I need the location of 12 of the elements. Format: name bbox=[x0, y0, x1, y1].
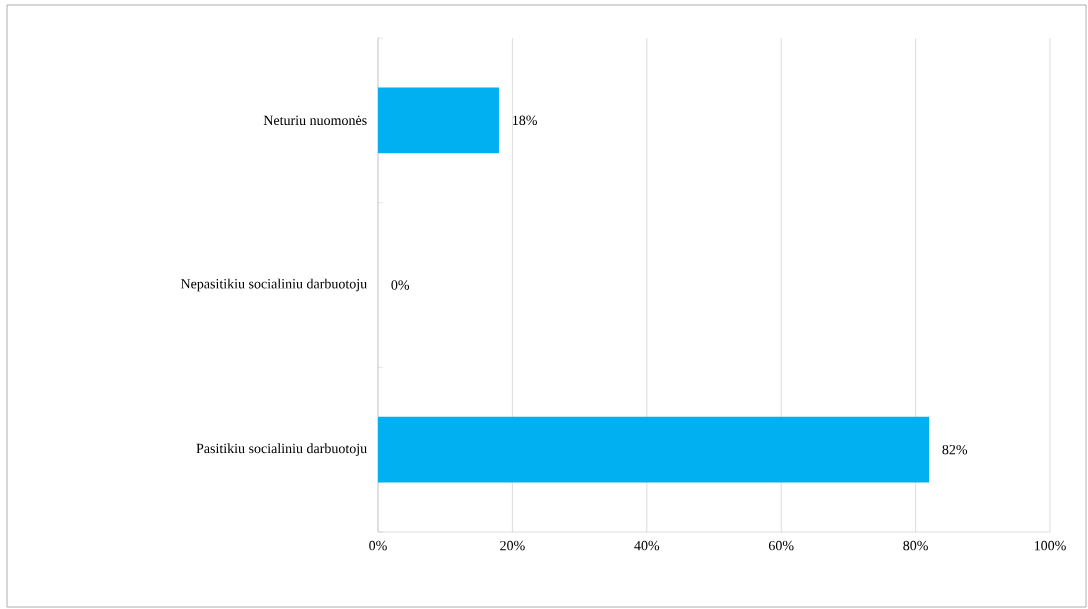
x-tick-label: 80% bbox=[903, 540, 928, 551]
y-tick-label: Nepasitikiu socialiniu darbuotoju bbox=[180, 278, 367, 292]
data-label: 18% bbox=[513, 115, 538, 126]
y-tick-label: Pasitikiu socialiniu darbuotoju bbox=[196, 443, 367, 457]
x-tick-label: 20% bbox=[500, 540, 525, 551]
x-tick-label: 100% bbox=[1034, 540, 1066, 551]
data-label: 0% bbox=[391, 280, 410, 290]
x-tick-label: 40% bbox=[634, 540, 660, 551]
data-label: 82% bbox=[942, 444, 968, 455]
x-tick-label: 0% bbox=[369, 540, 387, 551]
y-tick-label: Neturiu nuomonės bbox=[263, 115, 367, 126]
x-tick-label: 60% bbox=[768, 540, 794, 551]
